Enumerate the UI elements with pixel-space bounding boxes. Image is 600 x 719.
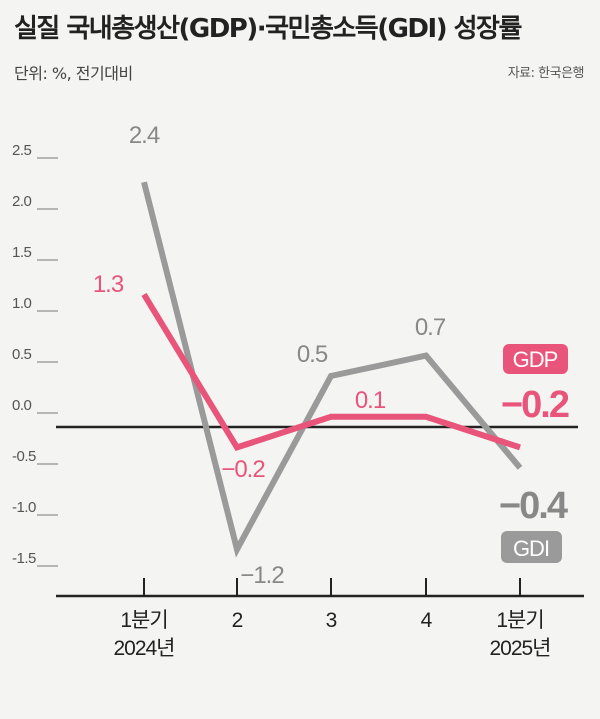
y-tick-label: -1.5 bbox=[12, 550, 36, 567]
legend-label-gdi: GDI bbox=[513, 536, 549, 561]
x-tick-label: 2 bbox=[232, 609, 243, 632]
final-value-gdi: −0.4 bbox=[499, 485, 568, 527]
data-label-gdi: 2.4 bbox=[129, 122, 160, 149]
unit-label: 단위: %, 전기대비 bbox=[14, 64, 133, 83]
y-tick-label: 1.5 bbox=[12, 244, 32, 261]
x-tick-label: 4 bbox=[421, 609, 433, 632]
y-tick-label: 2.5 bbox=[12, 142, 32, 159]
series-line-gdi bbox=[141, 181, 523, 558]
final-value-gdp: −0.2 bbox=[501, 384, 569, 426]
data-label-gdi: 0.7 bbox=[415, 314, 446, 341]
y-tick-label: 0.0 bbox=[12, 397, 32, 414]
y-tick-label: 1.0 bbox=[12, 295, 32, 312]
chart-title: 실질 국내총생산(GDP)·국민총소득(GDI) 성장률 bbox=[14, 14, 522, 44]
y-tick-label: -1.0 bbox=[12, 499, 36, 516]
y-tick-label: -0.5 bbox=[12, 448, 36, 465]
x-tick-label: 3 bbox=[326, 609, 337, 632]
data-label-gdi: 0.5 bbox=[297, 341, 328, 368]
legend-label-gdp: GDP bbox=[513, 347, 558, 372]
x-tick-label: 2025년 bbox=[489, 637, 550, 660]
data-label-gdp: 1.3 bbox=[93, 271, 124, 298]
x-tick-label: 2024년 bbox=[113, 637, 174, 660]
y-tick-label: 2.0 bbox=[12, 193, 32, 210]
data-label-gdp: −0.2 bbox=[221, 456, 265, 483]
x-tick-label: 1분기 bbox=[496, 609, 543, 632]
y-tick-label: 0.5 bbox=[12, 346, 32, 363]
legend-badge-gdi bbox=[501, 531, 562, 563]
x-tick-label: 1분기 bbox=[120, 609, 167, 632]
data-label-gdp: 0.1 bbox=[355, 387, 386, 414]
data-label-gdi: −1.2 bbox=[240, 562, 284, 589]
source-label: 자료: 한국은행 bbox=[507, 66, 585, 81]
legend-badge-gdp bbox=[503, 344, 568, 374]
series-line-gdp bbox=[141, 292, 521, 451]
